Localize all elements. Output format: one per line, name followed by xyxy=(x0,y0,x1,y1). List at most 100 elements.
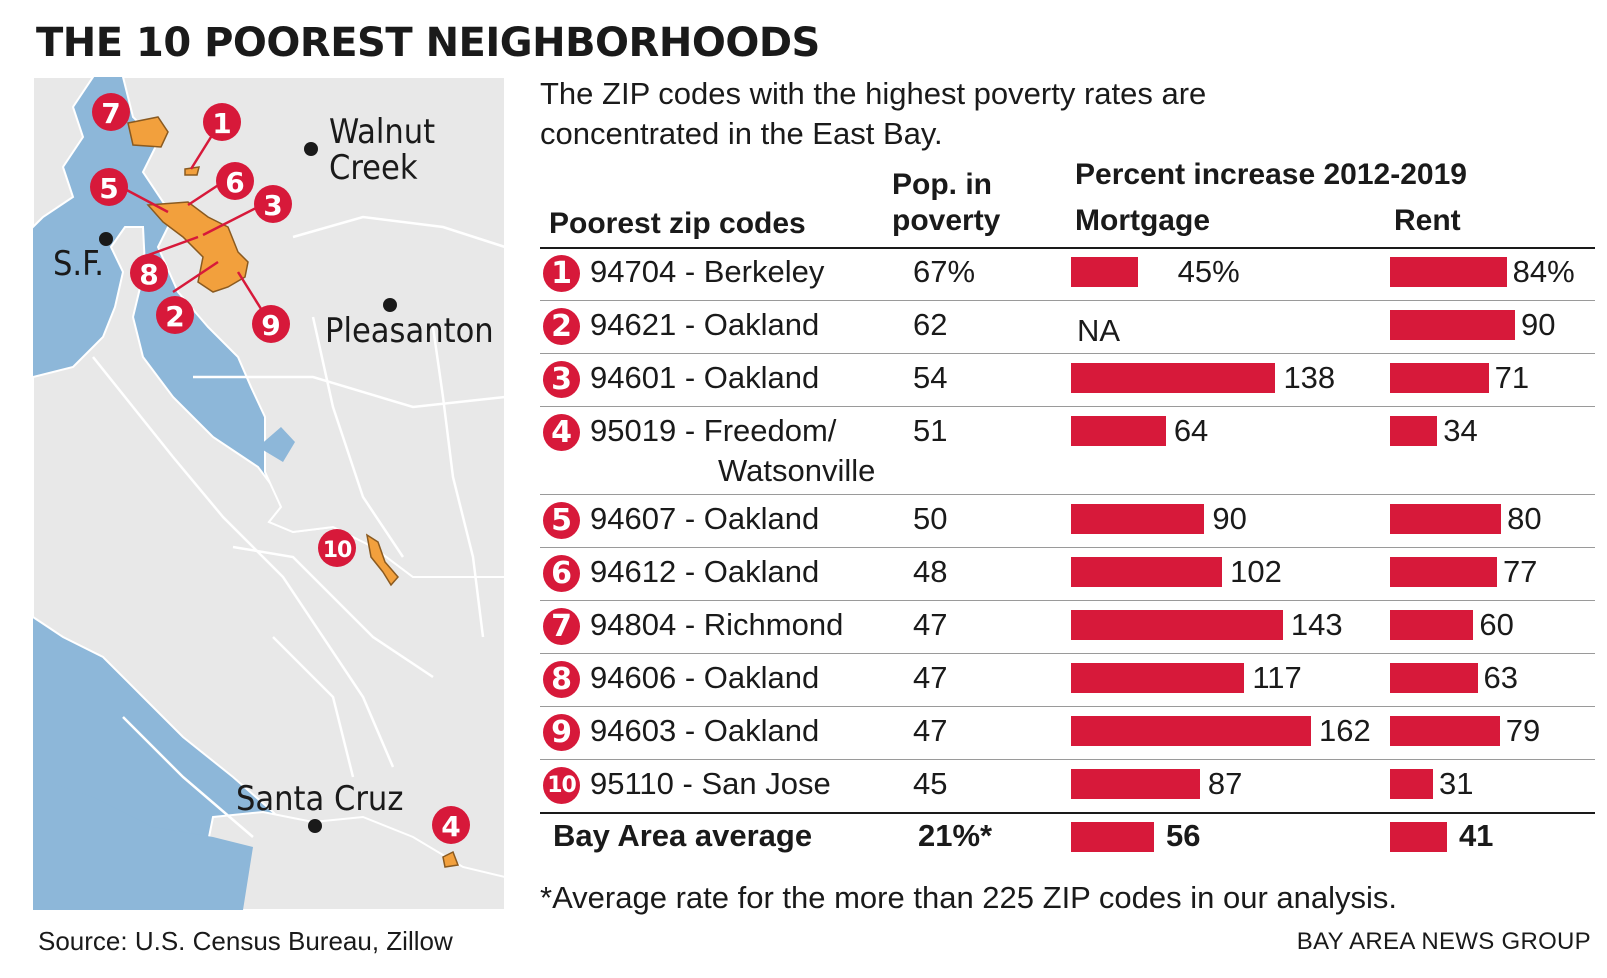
header-percent-increase: Percent increase 2012-2019 xyxy=(1075,158,1467,191)
mortgage-bar xyxy=(1071,610,1283,640)
average-label: Bay Area average xyxy=(553,818,813,853)
rent-value: 90 xyxy=(1521,307,1556,342)
average-mortgage-bar xyxy=(1071,822,1154,852)
rent-value: 77 xyxy=(1502,554,1538,589)
zip-label: 94606 - Oakland xyxy=(590,660,820,695)
mortgage-bar xyxy=(1071,663,1245,693)
mortgage-value: 90 xyxy=(1212,501,1247,536)
average-rent-value: 41 xyxy=(1458,818,1494,853)
rent-bar xyxy=(1390,663,1478,693)
mortgage-bar xyxy=(1071,716,1311,746)
poverty-value: 51 xyxy=(913,413,948,448)
rent-value: 80 xyxy=(1507,501,1542,536)
rent-bar xyxy=(1390,310,1515,340)
rent-value: 84% xyxy=(1512,254,1575,289)
zip-label: 94612 - Oakland xyxy=(590,554,820,589)
rent-bar xyxy=(1390,610,1474,640)
map-marker-3: 3 xyxy=(254,185,292,223)
rank-badge: 6 xyxy=(543,555,580,592)
city-label-creek: Creek xyxy=(329,148,418,188)
header-zip-codes: Poorest zip codes xyxy=(549,207,806,240)
mortgage-value: 138 xyxy=(1283,360,1336,395)
zip-area-7 xyxy=(127,116,169,148)
map-marker-5-label: 5 xyxy=(99,172,118,205)
rent-value: 79 xyxy=(1505,713,1541,748)
city-label-sf: S.F. xyxy=(53,244,104,284)
map-marker-8-label: 8 xyxy=(139,258,158,291)
rent-bar xyxy=(1390,769,1434,799)
map-land-north xyxy=(33,77,95,229)
map-marker-1-label: 1 xyxy=(212,107,231,140)
row-separator xyxy=(540,653,1595,654)
city-dot-walnut-creek xyxy=(304,142,318,156)
row-separator xyxy=(540,406,1595,407)
map-marker-5: 5 xyxy=(90,168,128,206)
map-marker-2-label: 2 xyxy=(165,300,184,333)
zip-label: 95019 - Freedom/ xyxy=(590,413,837,448)
mortgage-bar xyxy=(1071,557,1223,587)
row-separator xyxy=(540,247,1595,249)
map-roads xyxy=(92,215,505,838)
rank-badge: 5 xyxy=(543,502,580,539)
map-water-inlet xyxy=(33,777,253,910)
rank-badge: 3 xyxy=(543,361,580,398)
zip-area-4 xyxy=(442,850,460,868)
rent-bar xyxy=(1390,557,1497,587)
map-rank-markers: 7 1 5 6 3 8 2 9 10 4 xyxy=(90,93,470,844)
zip-label: 94607 - Oakland xyxy=(590,501,820,536)
rent-bar xyxy=(1390,363,1489,393)
zip-label: 94704 - Berkeley xyxy=(590,254,825,289)
zip-area-1 xyxy=(184,166,200,176)
source-note: Source: U.S. Census Bureau, Zillow xyxy=(38,926,453,956)
rent-bar xyxy=(1390,504,1502,534)
average-poverty: 21%* xyxy=(918,818,993,853)
rent-value: 71 xyxy=(1494,360,1530,395)
bay-area-map: Walnut Creek S.F. Pleasanton Santa Cruz … xyxy=(33,77,505,910)
header-mortgage: Mortgage xyxy=(1075,204,1210,237)
rank-badge: 10 xyxy=(543,767,580,804)
city-label-walnut: Walnut xyxy=(329,112,435,152)
zip-label: 94601 - Oakland xyxy=(590,360,820,395)
rank-badge: 9 xyxy=(543,714,580,751)
map-marker-2: 2 xyxy=(156,296,194,334)
rent-bar xyxy=(1390,416,1438,446)
city-dot-pleasanton xyxy=(383,298,397,312)
map-marker-6-label: 6 xyxy=(225,166,244,199)
map-marker-4-label: 4 xyxy=(441,810,460,843)
rank-badge: 1 xyxy=(543,255,580,292)
chart-subtitle: The ZIP codes with the highest poverty r… xyxy=(540,76,1207,151)
poverty-value: 48 xyxy=(913,554,948,589)
mortgage-bar xyxy=(1071,504,1205,534)
rent-value: 34 xyxy=(1443,413,1478,448)
mortgage-value: 64 xyxy=(1173,413,1209,448)
rank-badge: 4 xyxy=(543,414,580,451)
map-marker-9-label: 9 xyxy=(261,309,280,342)
rent-value: 60 xyxy=(1479,607,1514,642)
row-separator xyxy=(540,547,1595,548)
mortgage-bar xyxy=(1071,363,1276,393)
map-marker-10-label: 10 xyxy=(323,538,352,563)
mortgage-value: 117 xyxy=(1252,660,1302,695)
zip-label: 94804 - Richmond xyxy=(590,607,844,642)
mortgage-bar xyxy=(1071,416,1166,446)
mortgage-value: NA xyxy=(1077,313,1121,348)
map-marker-9: 9 xyxy=(252,305,290,343)
header-pop-line2: poverty xyxy=(892,204,1001,237)
city-label-pleasanton: Pleasanton xyxy=(325,311,494,351)
map-marker-8: 8 xyxy=(130,254,168,292)
mortgage-value: 162 xyxy=(1319,713,1371,748)
rent-bar xyxy=(1390,257,1507,287)
map-marker-7-label: 7 xyxy=(101,97,120,130)
row-separator xyxy=(540,353,1595,354)
rank-badge: 7 xyxy=(543,608,580,645)
poverty-value: 67% xyxy=(913,254,976,289)
zip-label: 95110 - San Jose xyxy=(590,766,831,801)
poverty-value: 45 xyxy=(913,766,948,801)
map-marker-6: 6 xyxy=(216,162,254,200)
map-connectors xyxy=(120,136,265,313)
poverty-value: 62 xyxy=(913,307,948,342)
zip-area-10 xyxy=(365,533,399,587)
poverty-value: 50 xyxy=(913,501,948,536)
map-water-inlet xyxy=(258,427,295,462)
rank-badge: 8 xyxy=(543,661,580,698)
